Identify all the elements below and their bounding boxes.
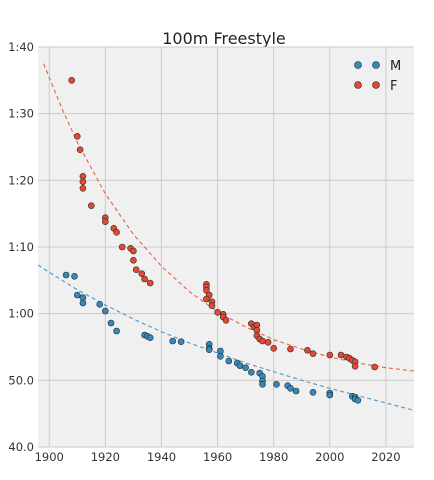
trend-line-m: [38, 264, 414, 411]
y-tick-label: 1:10: [8, 240, 34, 254]
data-point-m: [113, 327, 120, 335]
data-point-f: [74, 133, 81, 140]
data-point-m: [177, 338, 185, 346]
x-tick-label: 1940: [147, 450, 176, 464]
data-point-f: [337, 351, 345, 359]
x-tick-label: 1920: [91, 450, 120, 464]
data-point-f: [141, 275, 148, 283]
data-point-m: [62, 271, 70, 279]
data-point-f: [326, 351, 334, 359]
data-point-f: [309, 350, 317, 358]
data-point-f: [68, 77, 75, 84]
data-point-f: [214, 308, 221, 316]
y-axis-ticks: 40.0 50.0 1:00 1:10 1:20 1:30 1:40: [8, 40, 34, 454]
legend-entry-f: F: [354, 79, 397, 94]
data-point-f: [253, 326, 261, 334]
data-point-m: [79, 299, 87, 307]
legend-marker-m: [372, 61, 380, 69]
legend-marker-f: [372, 81, 380, 89]
data-point-m: [292, 387, 300, 395]
data-point-f: [138, 270, 146, 278]
y-tick-label: 1:20: [8, 173, 34, 187]
data-point-f: [264, 338, 272, 346]
data-point-f: [76, 146, 84, 153]
data-point-m: [309, 388, 317, 396]
data-point-f: [118, 243, 126, 251]
legend-label-m: M: [390, 59, 401, 74]
data-point-f: [130, 247, 137, 255]
x-tick-label: 1960: [203, 450, 232, 464]
data-points: [62, 77, 379, 404]
legend-marker-m: [354, 61, 362, 69]
legend: M F: [354, 59, 401, 94]
data-point-m: [102, 307, 109, 315]
data-point-m: [146, 334, 154, 342]
data-point-m: [242, 364, 249, 372]
data-point-f: [222, 316, 230, 324]
data-point-m: [96, 300, 103, 308]
x-tick-label: 1900: [35, 450, 64, 464]
data-point-f: [79, 178, 87, 185]
data-point-m: [236, 362, 244, 370]
data-point-f: [270, 344, 278, 352]
y-tick-label: 1:30: [8, 107, 34, 121]
data-point-m: [169, 337, 176, 345]
data-point-m: [71, 272, 78, 280]
data-point-f: [146, 279, 154, 287]
data-point-m: [259, 380, 266, 388]
data-point-m: [287, 384, 294, 392]
data-point-f: [304, 346, 311, 354]
data-point-m: [326, 391, 334, 399]
data-point-m: [354, 396, 362, 404]
data-point-m: [225, 357, 233, 365]
legend-entry-m: M: [354, 59, 401, 74]
data-point-f: [132, 266, 140, 274]
data-point-f: [102, 218, 109, 225]
data-point-m: [205, 346, 213, 354]
legend-marker-f: [354, 81, 362, 89]
data-point-f: [287, 345, 294, 353]
data-point-m: [273, 380, 280, 388]
data-point-f: [79, 185, 87, 192]
data-point-f: [371, 363, 379, 371]
data-point-f: [259, 337, 266, 345]
x-axis-ticks: 1900 1920 1940 1960 1980 2000 2020: [35, 450, 401, 464]
y-tick-label: 1:00: [8, 307, 34, 321]
data-point-f: [88, 202, 95, 209]
data-point-m: [74, 291, 81, 299]
x-tick-label: 2000: [315, 450, 344, 464]
data-point-f: [208, 302, 216, 310]
data-point-f: [203, 295, 210, 303]
data-point-m: [217, 352, 224, 360]
data-point-m: [248, 368, 255, 376]
data-point-f: [113, 229, 120, 236]
x-tick-label: 1980: [259, 450, 288, 464]
data-point-f: [351, 362, 359, 370]
legend-label-f: F: [390, 79, 397, 94]
y-tick-label: 1:40: [8, 40, 34, 54]
chart-title: 100m Freestyle: [162, 29, 286, 48]
y-tick-label: 40.0: [8, 440, 34, 454]
data-point-m: [107, 319, 115, 327]
x-tick-label: 2020: [371, 450, 400, 464]
y-tick-label: 50.0: [8, 373, 34, 387]
data-point-f: [130, 256, 137, 264]
